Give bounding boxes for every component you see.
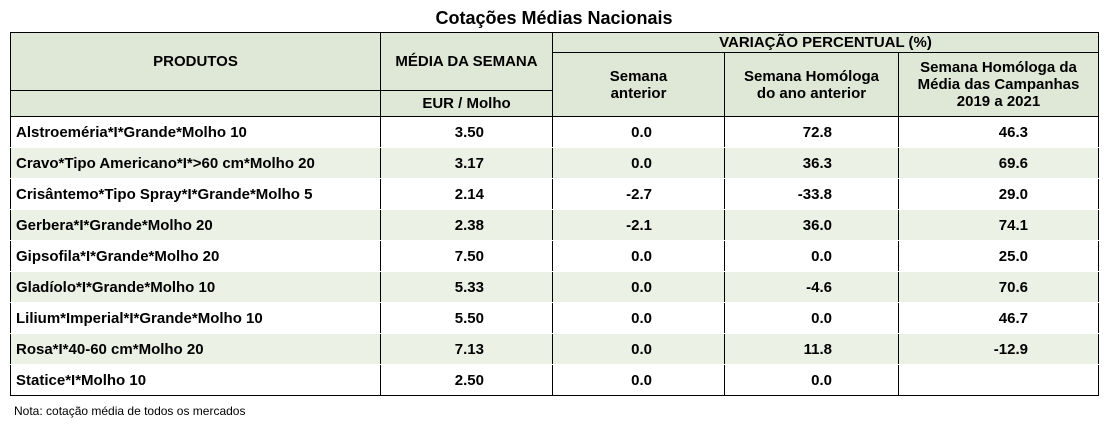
header-campanhas: Semana Homóloga da Média das Campanhas 2… — [898, 52, 1099, 117]
cell-produto: Gladíolo*I*Grande*Molho 10 — [10, 271, 381, 303]
cell-produto: Rosa*I*40-60 cm*Molho 20 — [10, 333, 381, 365]
cell-produto: Alstroeméria*I*Grande*Molho 10 — [10, 116, 381, 148]
header-homologa: Semana Homóloga do ano anterior — [724, 52, 899, 117]
table-row: Gladíolo*I*Grande*Molho 10 5.33 0.0 -4.6 70.… — [10, 271, 1099, 303]
table-row: Cravo*Tipo Americano*I*>60 cm*Molho 20 3.… — [10, 147, 1099, 179]
cell-semana-anterior: 0.0 — [552, 302, 725, 334]
cell-homologa: 0.0 — [724, 364, 899, 396]
header-homologa-line2: do ano anterior — [756, 84, 867, 102]
cell-produto: Cravo*Tipo Americano*I*>60 cm*Molho 20 — [10, 147, 381, 179]
table-row: Lilium*Imperial*I*Grande*Molho 10 5.50 0.0… — [10, 302, 1099, 334]
cell-produto: Gipsofila*I*Grande*Molho 20 — [10, 240, 381, 272]
prices-table: PRODUTOS MÉDIA DA SEMANA VARIAÇÃO PERCEN… — [10, 32, 1099, 396]
cell-media: 2.38 — [380, 209, 553, 241]
cell-media: 7.50 — [380, 240, 553, 272]
cell-semana-anterior: 0.0 — [552, 333, 725, 365]
header-campanhas-line2: Média das Campanhas — [917, 76, 1080, 93]
footnote: Nota: cotação média de todos os mercados — [14, 404, 246, 418]
header-semana-anterior-line2: anterior — [610, 84, 667, 102]
cell-campanhas: 69.6 — [898, 147, 1099, 179]
table-row: Statice*I*Molho 10 2.50 0.0 0.0 — [10, 364, 1099, 396]
cell-campanhas: 46.7 — [898, 302, 1099, 334]
cell-media: 3.17 — [380, 147, 553, 179]
table-row: Gipsofila*I*Grande*Molho 20 7.50 0.0 0.0 25.… — [10, 240, 1099, 272]
table-row: Crisântemo*Tipo Spray*I*Grande*Molho 5 2.… — [10, 178, 1099, 210]
cell-semana-anterior: 0.0 — [552, 240, 725, 272]
cell-media: 5.33 — [380, 271, 553, 303]
table-row: Gerbera*I*Grande*Molho 20 2.38 -2.1 36.0 74.… — [10, 209, 1099, 241]
table-row: Alstroeméria*I*Grande*Molho 10 3.50 0.0 72.… — [10, 116, 1099, 148]
cell-homologa: 36.0 — [724, 209, 899, 241]
header-semana-anterior-line1: Semana — [609, 67, 668, 85]
header-empty — [10, 90, 381, 117]
header-media-semana: MÉDIA DA SEMANA — [380, 32, 553, 91]
cell-media: 5.50 — [380, 302, 553, 334]
cell-homologa: 72.8 — [724, 116, 899, 148]
cell-media: 2.50 — [380, 364, 553, 396]
page-title: Cotações Médias Nacionais — [435, 8, 673, 28]
cell-semana-anterior: 0.0 — [552, 364, 725, 396]
header-produtos: PRODUTOS — [10, 32, 381, 91]
header-unit: EUR / Molho — [380, 90, 553, 117]
cell-homologa: 36.3 — [724, 147, 899, 179]
cell-semana-anterior: 0.0 — [552, 271, 725, 303]
cell-homologa: 0.0 — [724, 240, 899, 272]
cell-homologa: -33.8 — [724, 178, 899, 210]
header-campanhas-line1: Semana Homóloga da — [920, 59, 1077, 76]
cell-homologa: 11.8 — [724, 333, 899, 365]
cell-semana-anterior: -2.7 — [552, 178, 725, 210]
cell-homologa: 0.0 — [724, 302, 899, 334]
cell-campanhas: 46.3 — [898, 116, 1099, 148]
cell-campanhas: 25.0 — [898, 240, 1099, 272]
cell-campanhas: 70.6 — [898, 271, 1099, 303]
cell-media: 2.14 — [380, 178, 553, 210]
cell-campanhas — [898, 364, 1099, 396]
cell-produto: Lilium*Imperial*I*Grande*Molho 10 — [10, 302, 381, 334]
cell-media: 7.13 — [380, 333, 553, 365]
cell-campanhas: -12.9 — [898, 333, 1099, 365]
header-homologa-line1: Semana Homóloga — [743, 67, 880, 85]
cell-homologa: -4.6 — [724, 271, 899, 303]
cell-produto: Statice*I*Molho 10 — [10, 364, 381, 396]
cell-campanhas: 29.0 — [898, 178, 1099, 210]
cell-produto: Crisântemo*Tipo Spray*I*Grande*Molho 5 — [10, 178, 381, 210]
cell-semana-anterior: 0.0 — [552, 147, 725, 179]
cell-campanhas: 74.1 — [898, 209, 1099, 241]
cell-produto: Gerbera*I*Grande*Molho 20 — [10, 209, 381, 241]
table-row: Rosa*I*40-60 cm*Molho 20 7.13 0.0 11.8 -12.9 — [10, 333, 1099, 365]
cell-media: 3.50 — [380, 116, 553, 148]
header-variacao: VARIAÇÃO PERCENTUAL (%) — [552, 32, 1099, 53]
header-campanhas-line3: 2019 a 2021 — [956, 93, 1041, 110]
cell-semana-anterior: -2.1 — [552, 209, 725, 241]
cell-semana-anterior: 0.0 — [552, 116, 725, 148]
header-semana-anterior: Semana anterior — [552, 52, 725, 117]
